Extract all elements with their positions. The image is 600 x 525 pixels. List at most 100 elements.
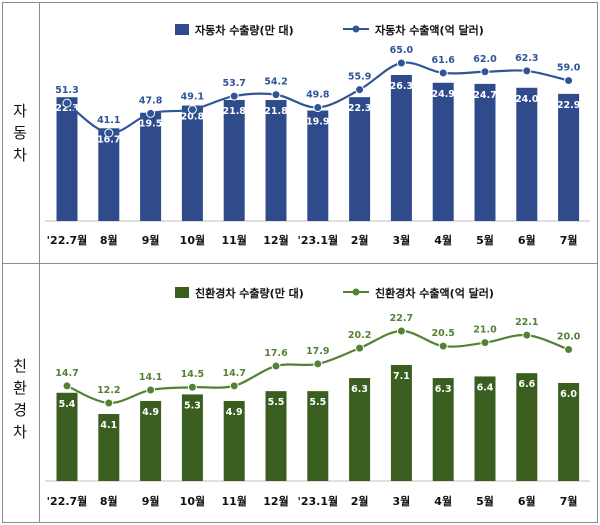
- line-point: [271, 90, 281, 100]
- x-tick-label: 9월: [142, 494, 160, 508]
- line-value-label: 17.6: [264, 348, 288, 359]
- bar-value-label: 24.7: [473, 90, 496, 101]
- line-value-label: 61.6: [431, 55, 455, 66]
- legend-bar-label: 친환경차 수출량(만 대): [195, 286, 304, 300]
- line-value-label: 59.0: [557, 63, 581, 74]
- line-value-label: 51.3: [55, 85, 78, 96]
- x-tick-label: 6월: [518, 494, 536, 508]
- legend: 친환경차 수출량(만 대) 친환경차 수출액(억 달러): [175, 286, 494, 300]
- bar-value-label: 4.9: [226, 407, 243, 418]
- line-value-label: 41.1: [97, 115, 120, 126]
- line-point: [104, 128, 114, 138]
- bar-value-label: 21.8: [264, 106, 288, 117]
- bar: [349, 97, 371, 221]
- bar: [516, 373, 538, 481]
- line-point: [146, 108, 156, 118]
- eco-export-chart: 친환경차 수출량(만 대) 친환경차 수출액(억 달러) 5.4 '22.7월 4.1 8…: [45, 286, 590, 508]
- line-value-label: 22.1: [515, 317, 538, 328]
- x-tick-label: 8월: [100, 233, 118, 247]
- legend-bar-swatch: [175, 287, 189, 298]
- x-tick-label: '23.1월: [297, 233, 338, 247]
- bar-value-label: 6.0: [560, 389, 577, 400]
- x-tick-label: 11월: [221, 233, 246, 247]
- bar: [307, 391, 329, 481]
- bar: [432, 378, 454, 481]
- bar: [432, 82, 454, 221]
- line-point: [396, 326, 406, 336]
- x-tick-label: 2월: [351, 494, 369, 508]
- line-point: [355, 343, 365, 353]
- line-point: [522, 66, 532, 76]
- x-tick-label: 7월: [560, 494, 578, 508]
- line-value-label: 62.0: [473, 54, 497, 65]
- line-point: [313, 103, 323, 113]
- bar-value-label: 5.4: [59, 399, 76, 410]
- line-point: [146, 385, 156, 395]
- line-point: [229, 91, 239, 101]
- bar: [390, 365, 412, 481]
- line-value-label: 62.3: [515, 53, 538, 64]
- line-point: [564, 76, 574, 86]
- bar: [56, 97, 78, 221]
- bar: [140, 112, 162, 221]
- bar-value-label: 6.4: [477, 382, 494, 393]
- bar-value-label: 19.5: [139, 119, 162, 130]
- x-tick-label: 12월: [263, 233, 288, 247]
- bar: [98, 414, 120, 481]
- bar: [98, 128, 120, 221]
- line-point: [313, 359, 323, 369]
- legend-line-marker: [352, 288, 360, 296]
- bar-value-label: 4.9: [142, 407, 159, 418]
- x-tick-label: '22.7월: [47, 233, 88, 247]
- bar: [223, 99, 245, 221]
- x-tick-label: 10월: [180, 233, 205, 247]
- bar: [181, 105, 203, 221]
- x-tick-label: 8월: [100, 494, 118, 508]
- bar: [307, 110, 329, 221]
- line-value-label: 49.1: [181, 92, 204, 103]
- line-point: [438, 341, 448, 351]
- bar-value-label: 5.3: [184, 400, 201, 411]
- line-point: [187, 382, 197, 392]
- line-value-label: 14.5: [181, 369, 204, 380]
- x-tick-label: 7월: [560, 233, 578, 247]
- bar: [558, 93, 580, 221]
- bar-value-label: 22.3: [55, 103, 78, 114]
- bar-value-label: 5.5: [268, 397, 285, 408]
- line-point: [396, 58, 406, 68]
- x-tick-label: 3월: [393, 233, 411, 247]
- bar: [474, 83, 496, 221]
- line-value-label: 55.9: [348, 72, 371, 83]
- bar-value-label: 20.8: [181, 112, 205, 123]
- x-tick-label: 9월: [142, 233, 160, 247]
- line-value-label: 17.9: [306, 346, 329, 357]
- line-point: [480, 338, 490, 348]
- bar: [140, 400, 162, 481]
- line-value-label: 49.8: [306, 90, 330, 101]
- x-tick-label: 5월: [476, 494, 494, 508]
- label-column-divider: [39, 2, 40, 523]
- line-value-label: 53.7: [222, 78, 245, 89]
- x-tick-label: 12월: [263, 494, 288, 508]
- line-value-label: 12.2: [97, 385, 120, 396]
- bar: [181, 394, 203, 481]
- legend-bar-label: 자동차 수출량(만 대): [195, 23, 294, 37]
- bar-value-label: 19.9: [306, 117, 329, 128]
- x-tick-label: 10월: [180, 494, 205, 508]
- bar: [558, 382, 580, 481]
- bar: [474, 376, 496, 481]
- line-value-label: 20.5: [431, 328, 454, 339]
- bar-value-label: 24.0: [515, 94, 539, 105]
- line-value-label: 47.8: [139, 95, 163, 106]
- x-tick-label: 5월: [476, 233, 494, 247]
- x-tick-label: 11월: [221, 494, 246, 508]
- bar-value-label: 16.7: [97, 134, 120, 145]
- auto-export-chart: 자동차 수출량(만 대) 자동차 수출액(억 달러) 22.3 '22.7월 16.7 8…: [45, 23, 590, 247]
- line-point: [271, 361, 281, 371]
- legend-line-marker: [352, 25, 360, 33]
- legend-bar-swatch: [175, 24, 189, 35]
- line-point: [564, 345, 574, 355]
